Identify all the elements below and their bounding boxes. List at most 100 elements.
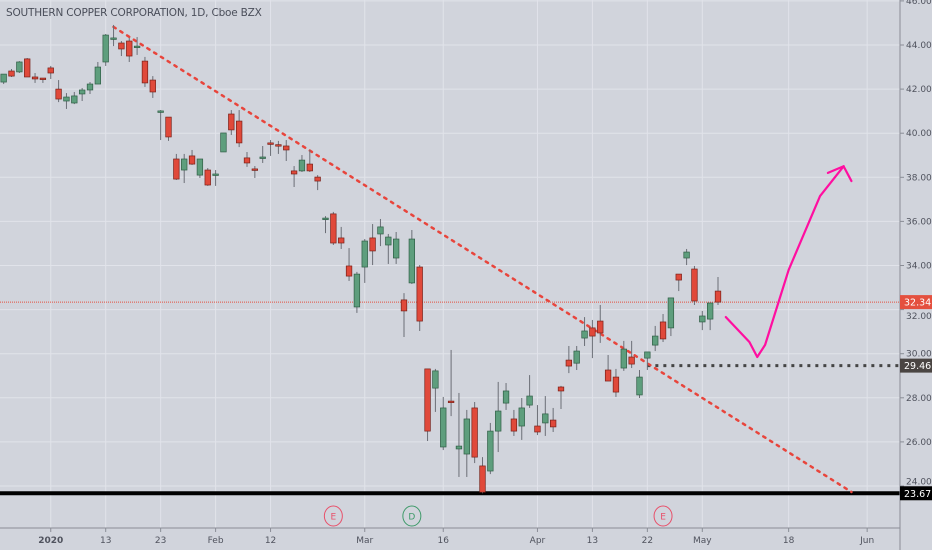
candle-2020-01-22: [149, 76, 156, 98]
candle-body: [47, 67, 54, 74]
price-axis-label: 30.00: [906, 350, 932, 360]
candle-2020-04-07: [565, 345, 572, 374]
candle-body: [377, 226, 384, 235]
candle-2020-02-12: [267, 140, 274, 156]
candle-2020-04-30: [691, 265, 698, 305]
candle-body: [149, 79, 156, 93]
candle-2020-04-23: [652, 325, 659, 352]
candle-2019-12-26: [16, 61, 23, 74]
candle-body: [290, 170, 298, 175]
trendline-dotted[interactable]: [112, 25, 853, 494]
candle-body: [612, 376, 620, 393]
candle-body: [204, 169, 211, 186]
price-tags: 32.34 29.46 23.67: [900, 295, 932, 501]
arrow-drawing[interactable]: [724, 165, 845, 359]
candle-2020-02-26: [338, 226, 345, 249]
candle-2020-02-05: [228, 110, 235, 135]
candle-body: [188, 155, 196, 165]
candle-body: [542, 413, 549, 424]
candle-body: [393, 238, 400, 259]
candle-body: [510, 418, 518, 432]
candle-body: [141, 60, 149, 84]
earnings-marker[interactable]: E: [323, 505, 343, 527]
candle-2020-03-16: [440, 396, 447, 451]
arrow-head-icon[interactable]: [826, 164, 853, 183]
candle-2020-02-06: [236, 110, 243, 148]
candle-body: [424, 368, 431, 432]
candle-2020-04-01: [534, 405, 541, 436]
candle-body: [440, 407, 447, 448]
candle-body: [243, 157, 251, 164]
candle-body: [126, 40, 133, 57]
candle-body: [220, 132, 227, 153]
candle-2020-02-07: [243, 151, 251, 167]
candle-body: [369, 237, 376, 252]
price-axis[interactable]: 46.00 44.00 42.00 40.00 38.00 36.00 34.00 32.00…: [900, 0, 932, 487]
candle-body: [636, 376, 643, 396]
candle-body: [353, 273, 361, 308]
candle-2020-02-28: [353, 271, 361, 313]
earnings-marker[interactable]: E: [653, 505, 673, 527]
candle-2020-04-17: [620, 340, 627, 371]
candle-2020-01-23: [157, 110, 164, 141]
candle-body: [526, 395, 533, 406]
candle-2020-04-03: [549, 407, 557, 432]
candle-body: [228, 113, 235, 131]
candle-body: [455, 445, 463, 450]
time-axis-label: 12: [265, 536, 276, 546]
candle-2020-04-02: [542, 396, 549, 436]
dividend-marker[interactable]: D: [402, 505, 422, 527]
price-tag-background: [900, 486, 932, 501]
candle-body: [361, 240, 368, 268]
candle-body: [298, 159, 306, 172]
time-axis-label: Feb: [208, 536, 224, 546]
candle-2020-04-16: [612, 368, 620, 397]
level-tag: 29.46: [900, 358, 932, 373]
candle-2020-01-24: [165, 116, 172, 141]
candle-2020-02-27: [345, 248, 353, 281]
candle-body: [463, 418, 470, 455]
candle-body: [471, 407, 478, 458]
candle-2020-03-06: [393, 231, 400, 264]
candle-body: [71, 95, 78, 104]
time-axis-label: 18: [783, 536, 795, 546]
candle-body: [691, 268, 698, 302]
earnings-circle-icon: [323, 505, 343, 527]
price-tag-background: [900, 295, 932, 310]
drawings-front[interactable]: [724, 164, 853, 359]
candle-2020-02-18: [290, 166, 298, 188]
candle-body: [157, 110, 164, 113]
candle-2020-03-03: [369, 224, 376, 266]
dividend-circle-icon: [402, 505, 422, 527]
candle-body: [534, 425, 541, 433]
candle-2020-03-11: [416, 265, 423, 331]
support-tag: 23.67: [900, 486, 932, 501]
candle-body: [251, 168, 259, 171]
candles: [0, 24, 722, 494]
candle-2020-01-07: [71, 91, 78, 105]
time-axis-label: Jun: [859, 536, 874, 546]
time-axis-label: 16: [438, 536, 450, 546]
drawings[interactable]: [0, 25, 900, 496]
candle-2020-03-10: [408, 229, 415, 285]
candle-2020-05-01: [699, 310, 706, 331]
candle-2019-12-31: [39, 77, 47, 83]
candle-body: [322, 217, 329, 220]
candle-body: [573, 350, 580, 364]
chart-title: SOUTHERN COPPER CORPORATION, 1D, Cboe BZ…: [6, 7, 262, 19]
candle-2020-03-02: [361, 239, 368, 283]
time-axis[interactable]: 2020 13 23 Feb 12 Mar 16 Apr 13 22 May 18 Jun: [38, 528, 874, 546]
candle-body: [597, 320, 604, 334]
candle-2020-04-24: [659, 314, 667, 343]
price-axis-label: 34.00: [906, 262, 932, 272]
candle-body: [659, 321, 667, 340]
price-axis-label: 26.00: [906, 438, 932, 448]
candle-2020-03-05: [385, 233, 392, 264]
candle-2019-12-30: [31, 73, 39, 83]
candle-body: [24, 58, 31, 78]
candle-body: [487, 430, 494, 472]
candle-body: [706, 302, 714, 320]
candle-body: [652, 335, 659, 346]
